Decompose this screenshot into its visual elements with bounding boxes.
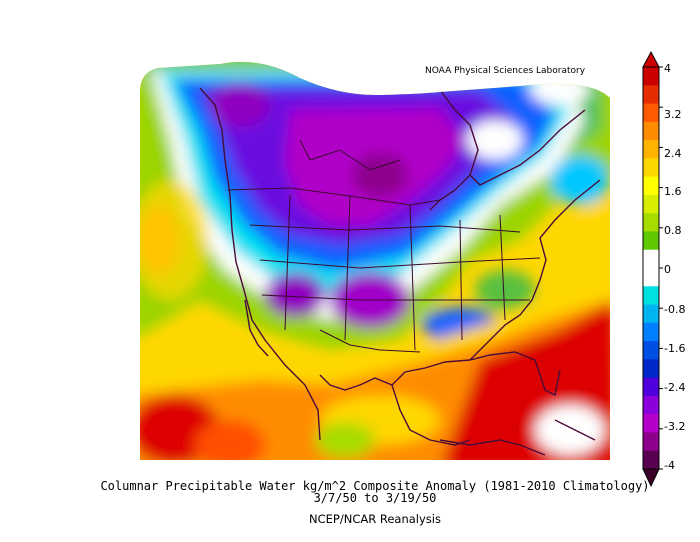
colorbar-label: -1.6 (664, 342, 686, 355)
colorbar-cell (643, 414, 659, 433)
colorbar-label: 1.6 (664, 185, 682, 198)
colorbar-top-arrow (642, 50, 660, 68)
colorbar-cell (643, 176, 659, 196)
colorbar-label: 2.4 (664, 147, 682, 160)
colorbar-label: -4 (664, 459, 675, 472)
colorbar-cell (643, 359, 659, 379)
colorbar-cell (643, 432, 659, 452)
colorbar-cell (643, 213, 659, 232)
colorbar-cell (643, 341, 659, 360)
colorbar-cell (643, 121, 659, 141)
colorbar-cell (643, 85, 659, 105)
colorbar-cell (643, 377, 659, 397)
colorbar-cell (643, 158, 659, 178)
colorbar-cell (643, 194, 659, 214)
colorbar-label: -3.2 (664, 420, 686, 433)
colorbar-cell (643, 231, 659, 251)
colorbar-cell (643, 304, 659, 324)
colorbar-label: 0 (664, 263, 671, 276)
colorbar-cell (643, 286, 659, 306)
dataset-label: NCEP/NCAR Reanalysis (309, 512, 441, 526)
colorbar-label: -2.4 (664, 381, 686, 394)
figure-title: Columnar Precipitable Water kg/m^2 Compo… (100, 479, 650, 493)
date-range: 3/7/50 to 3/19/50 (313, 491, 437, 505)
colorbar-label: 3.2 (664, 108, 682, 121)
colorbar-label: 0.8 (664, 224, 682, 237)
coastlines (199, 87, 601, 456)
colorbar-cell (643, 322, 659, 342)
colorbar-label: 4 (664, 62, 671, 75)
colorbar-cell (643, 103, 659, 123)
colorbar-cell (643, 268, 659, 287)
colorbar-frame (642, 66, 660, 470)
colorbar-cell (643, 450, 659, 470)
colorbar-cell (643, 140, 659, 159)
colorbar-cell (643, 395, 659, 415)
colorbar-cell (643, 249, 659, 269)
colorbar-cell (643, 67, 659, 86)
borders (227, 139, 541, 353)
credit-label: NOAA Physical Sciences Laboratory (425, 66, 586, 76)
anomaly-field (140, 61, 610, 460)
colorbar-label: -0.8 (664, 303, 686, 316)
colorbar (642, 50, 663, 488)
